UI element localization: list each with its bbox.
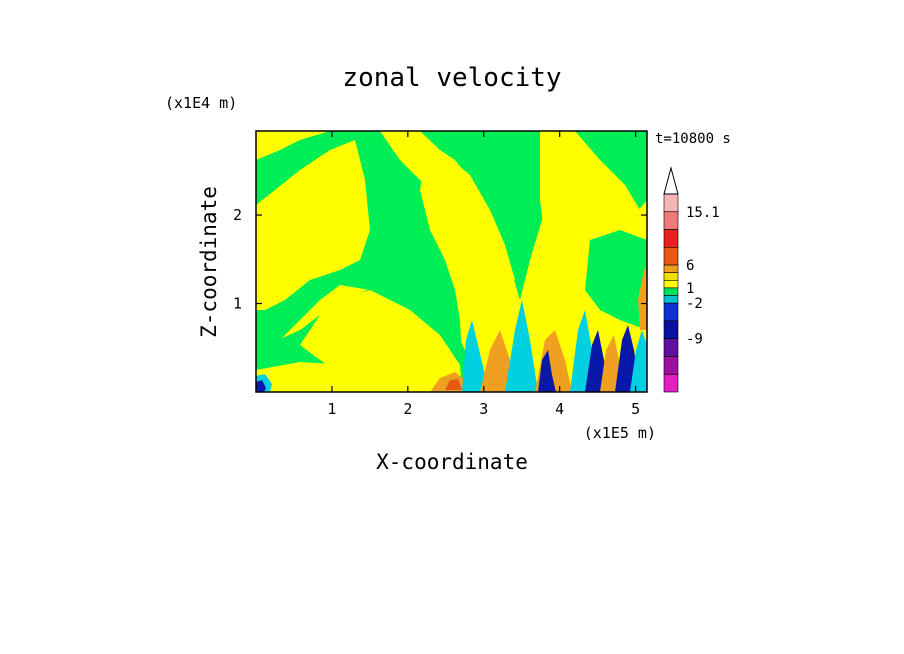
- colorbar-label: -2: [686, 296, 703, 312]
- colorbar-swatch: [663, 338, 679, 357]
- field-region-blue-left: [256, 380, 266, 392]
- y-axis: 12: [233, 206, 647, 313]
- y-unit-label: (x1E4 m): [165, 94, 237, 112]
- colorbar-swatch: [663, 211, 679, 230]
- field-region-red-spot: [445, 379, 462, 390]
- colorbar-swatch: [663, 247, 679, 266]
- y-tick-label: 2: [233, 206, 242, 224]
- colorbar-swatch: [663, 320, 679, 339]
- colorbar-swatch: [663, 373, 679, 393]
- chart-title: zonal velocity: [342, 63, 561, 93]
- field-region-orange-right: [638, 268, 647, 330]
- field-region-yellow-left: [256, 140, 370, 310]
- colorbar-swatch: [663, 229, 679, 248]
- colorbar: 15.1 6 1-2 -9: [663, 166, 720, 393]
- x-tick-label: 4: [555, 400, 564, 418]
- x-axis: 1 2 3 4 5: [327, 131, 640, 418]
- field-region-yellow-mid: [380, 131, 515, 290]
- y-axis-label: Z-coordinate: [197, 186, 221, 338]
- x-tick-label: 5: [631, 400, 640, 418]
- x-tick-label: 2: [403, 400, 412, 418]
- colorbar-swatch: [663, 280, 679, 289]
- plot-frame: [255, 130, 648, 393]
- y-tick-label: 1: [233, 295, 242, 313]
- field-region-cyan-low: [462, 320, 485, 392]
- x-tick-label: 1: [327, 400, 336, 418]
- colorbar-label: 1: [686, 281, 694, 297]
- x-unit-label: (x1E5 m): [584, 424, 656, 442]
- colorbar-swatch: [663, 295, 679, 304]
- colorbar-label: 15.1: [686, 205, 720, 221]
- colorbar-overflow-arrow: [663, 166, 679, 195]
- colorbar-swatch: [663, 193, 679, 213]
- colorbar-swatch: [663, 264, 679, 273]
- colorbar-swatch: [663, 302, 679, 322]
- colorbar-swatch: [663, 356, 679, 375]
- field-region-green-right: [585, 230, 647, 330]
- colorbar-label: 6: [686, 258, 694, 274]
- time-label: t=10800 s: [655, 131, 731, 147]
- colorbar-label: -9: [686, 332, 703, 348]
- x-tick-label: 3: [479, 400, 488, 418]
- field-region-yellow-base: [256, 362, 470, 392]
- colorbar-swatch: [663, 287, 679, 296]
- field-region-blue-1: [538, 350, 556, 392]
- plot-area: [256, 131, 647, 392]
- x-axis-label: X-coordinate: [376, 450, 528, 474]
- field-region-mixed-2: [505, 300, 538, 392]
- field-region-mixed-6: [630, 330, 647, 392]
- colorbar-swatch: [663, 272, 679, 281]
